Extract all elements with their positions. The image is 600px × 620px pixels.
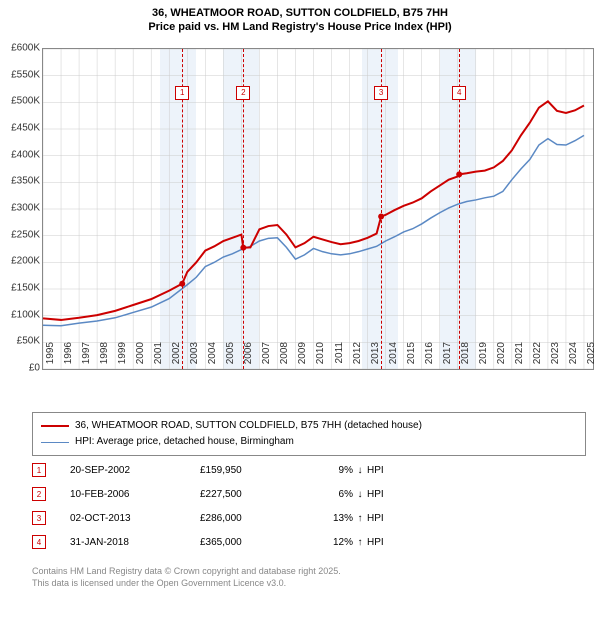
x-axis-label: 2015 <box>406 342 417 372</box>
title-line-1: 36, WHEATMOOR ROAD, SUTTON COLDFIELD, B7… <box>152 7 448 19</box>
legend-swatch-1 <box>41 425 69 427</box>
table-date: 02-OCT-2013 <box>70 513 200 524</box>
x-axis-label: 2005 <box>225 342 236 372</box>
x-axis-label: 1998 <box>99 342 110 372</box>
table-marker: 2 <box>32 487 46 501</box>
legend-swatch-2 <box>41 442 69 443</box>
table-pct: 6% <box>305 489 353 500</box>
table-row: 3 02-OCT-2013£286,00013%↑HPI <box>32 506 397 530</box>
y-axis-label: £0 <box>29 363 40 374</box>
table-row: 1 20-SEP-2002£159,9509%↓HPI <box>32 458 397 482</box>
table-hpi-label: HPI <box>367 513 397 524</box>
x-axis-label: 2020 <box>496 342 507 372</box>
x-axis-label: 2025 <box>586 342 597 372</box>
legend-box: 36, WHEATMOOR ROAD, SUTTON COLDFIELD, B7… <box>32 412 586 456</box>
x-axis-label: 2018 <box>460 342 471 372</box>
table-pct: 12% <box>305 537 353 548</box>
table-arrow-icon: ↑ <box>353 537 367 548</box>
table-hpi-label: HPI <box>367 537 397 548</box>
y-axis-label: £450K <box>11 123 40 134</box>
x-axis-label: 1995 <box>45 342 56 372</box>
table-marker: 4 <box>32 535 46 549</box>
y-axis-label: £300K <box>11 203 40 214</box>
y-axis-label: £50K <box>17 336 40 347</box>
y-axis-label: £100K <box>11 309 40 320</box>
y-axis-label: £250K <box>11 229 40 240</box>
x-axis-label: 2019 <box>478 342 489 372</box>
events-table: 120-SEP-2002£159,9509%↓HPI210-FEB-2006£2… <box>32 458 397 554</box>
chart-title: 36, WHEATMOOR ROAD, SUTTON COLDFIELD, B7… <box>0 0 600 35</box>
x-axis-label: 2022 <box>532 342 543 372</box>
table-hpi-label: HPI <box>367 489 397 500</box>
x-axis-label: 2017 <box>442 342 453 372</box>
table-arrow-icon: ↑ <box>353 513 367 524</box>
table-hpi-label: HPI <box>367 465 397 476</box>
legend-label-2: HPI: Average price, detached house, Birm… <box>75 434 294 450</box>
y-axis-label: £400K <box>11 149 40 160</box>
y-axis-label: £150K <box>11 283 40 294</box>
y-axis-label: £550K <box>11 69 40 80</box>
event-marker: 4 <box>452 86 466 100</box>
chart-svg <box>43 49 593 369</box>
x-axis-label: 2003 <box>189 342 200 372</box>
table-date: 20-SEP-2002 <box>70 465 200 476</box>
x-axis-label: 2007 <box>261 342 272 372</box>
x-axis-label: 2012 <box>352 342 363 372</box>
x-axis-label: 2008 <box>279 342 290 372</box>
x-axis-label: 2009 <box>297 342 308 372</box>
chart-plot-area: 1 2 3 4 <box>42 48 594 370</box>
table-marker: 1 <box>32 463 46 477</box>
table-arrow-icon: ↓ <box>353 489 367 500</box>
y-axis-label: £350K <box>11 176 40 187</box>
x-axis-label: 2001 <box>153 342 164 372</box>
x-axis-label: 2013 <box>370 342 381 372</box>
table-date: 31-JAN-2018 <box>70 537 200 548</box>
footer-text: Contains HM Land Registry data © Crown c… <box>32 566 341 589</box>
table-price: £227,500 <box>200 489 305 500</box>
x-axis-label: 2006 <box>243 342 254 372</box>
x-axis-label: 2002 <box>171 342 182 372</box>
x-axis-label: 2004 <box>207 342 218 372</box>
event-marker: 2 <box>236 86 250 100</box>
x-axis-label: 2011 <box>334 342 345 372</box>
table-date: 10-FEB-2006 <box>70 489 200 500</box>
x-axis-label: 2023 <box>550 342 561 372</box>
table-arrow-icon: ↓ <box>353 465 367 476</box>
x-axis-label: 2010 <box>315 342 326 372</box>
x-axis-label: 2000 <box>135 342 146 372</box>
legend-label-1: 36, WHEATMOOR ROAD, SUTTON COLDFIELD, B7… <box>75 418 422 434</box>
y-axis-label: £600K <box>11 43 40 54</box>
x-axis-label: 1997 <box>81 342 92 372</box>
y-axis-label: £200K <box>11 256 40 267</box>
x-axis-label: 2014 <box>388 342 399 372</box>
page-container: 36, WHEATMOOR ROAD, SUTTON COLDFIELD, B7… <box>0 0 600 620</box>
table-row: 2 10-FEB-2006£227,5006%↓HPI <box>32 482 397 506</box>
event-marker: 1 <box>175 86 189 100</box>
x-axis-label: 1996 <box>63 342 74 372</box>
table-price: £365,000 <box>200 537 305 548</box>
title-line-2: Price paid vs. HM Land Registry's House … <box>148 21 451 33</box>
legend-row-2: HPI: Average price, detached house, Birm… <box>41 434 577 450</box>
x-axis-label: 1999 <box>117 342 128 372</box>
table-row: 4 31-JAN-2018£365,00012%↑HPI <box>32 530 397 554</box>
table-price: £286,000 <box>200 513 305 524</box>
x-axis-label: 2024 <box>568 342 579 372</box>
table-price: £159,950 <box>200 465 305 476</box>
y-axis-label: £500K <box>11 96 40 107</box>
footer-line-2: This data is licensed under the Open Gov… <box>32 578 286 588</box>
x-axis-label: 2016 <box>424 342 435 372</box>
event-marker: 3 <box>374 86 388 100</box>
x-axis-label: 2021 <box>514 342 525 372</box>
legend-row-1: 36, WHEATMOOR ROAD, SUTTON COLDFIELD, B7… <box>41 418 577 434</box>
table-pct: 9% <box>305 465 353 476</box>
table-marker: 3 <box>32 511 46 525</box>
table-pct: 13% <box>305 513 353 524</box>
footer-line-1: Contains HM Land Registry data © Crown c… <box>32 566 341 576</box>
